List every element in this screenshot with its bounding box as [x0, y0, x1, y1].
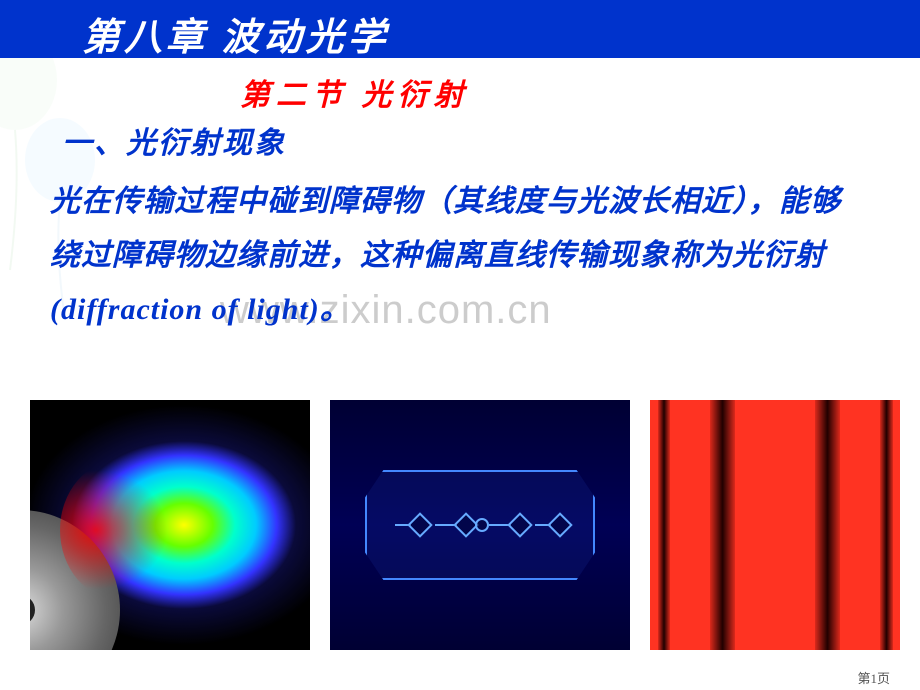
body-paragraph: 光在传输过程中碰到障碍物（其线度与光波长相近），能够绕过障碍物边缘前进，这种偏离… [50, 175, 870, 337]
figure-slit-fringes [650, 400, 900, 650]
figure-row [30, 400, 900, 650]
section-title: 第二节 光衍射 [240, 70, 470, 114]
section-subtitle: 一、光衍射现象 [62, 118, 286, 162]
figure-razor-diffraction [330, 400, 630, 650]
chapter-title: 第八章 波动光学 [82, 6, 390, 61]
page-number: 第1页 [857, 668, 890, 687]
figure-cd-diffraction [30, 400, 310, 650]
